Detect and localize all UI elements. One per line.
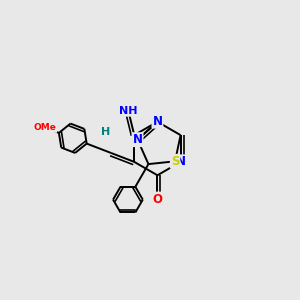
Text: N: N (176, 155, 186, 168)
Text: N: N (152, 115, 162, 128)
Text: N: N (133, 133, 142, 146)
Text: OMe: OMe (34, 123, 56, 132)
Text: NH: NH (119, 106, 138, 116)
Text: O: O (152, 193, 162, 206)
Text: S: S (171, 155, 179, 168)
Text: H: H (100, 127, 110, 136)
